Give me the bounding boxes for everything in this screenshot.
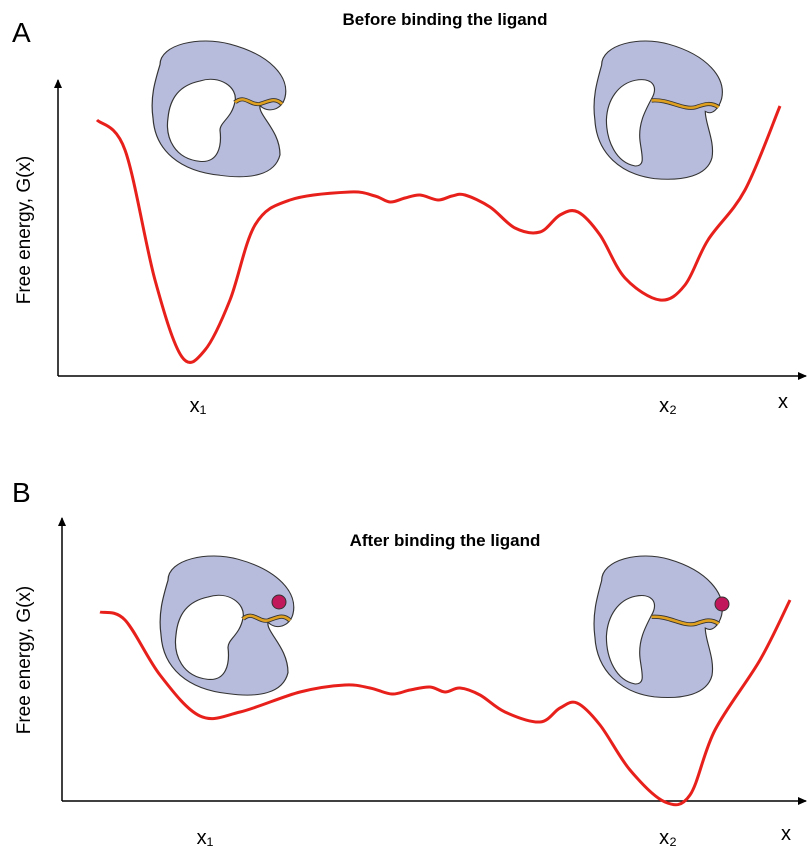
protein-closed	[594, 41, 722, 179]
ligand	[714, 596, 730, 612]
protein-open	[152, 41, 286, 177]
x-tick-label: x₂	[659, 395, 677, 417]
panel-b: B After binding the ligand Free energy, …	[12, 477, 807, 849]
panel-title: After binding the ligand	[350, 531, 541, 550]
panel-title: Before binding the ligand	[343, 10, 548, 29]
energy-curve	[95, 105, 782, 364]
y-axis-label: Free energy, G(x)	[14, 586, 35, 735]
panel-label: B	[12, 477, 31, 508]
protein-closed	[594, 556, 722, 698]
protein-open	[160, 556, 294, 695]
y-axis-label: Free energy, G(x)	[14, 156, 35, 305]
x-axis-label: x	[778, 391, 788, 413]
ligand	[271, 594, 287, 610]
energy-curve	[99, 599, 792, 807]
x-tick-label: x₁	[190, 395, 207, 417]
x-tick-label: x₂	[659, 827, 677, 849]
x-tick-label: x₁	[197, 827, 214, 849]
panel-label: A	[12, 17, 31, 48]
panel-a: A Before binding the ligand Free energy,…	[12, 10, 807, 417]
x-axis-label: x	[781, 823, 791, 845]
